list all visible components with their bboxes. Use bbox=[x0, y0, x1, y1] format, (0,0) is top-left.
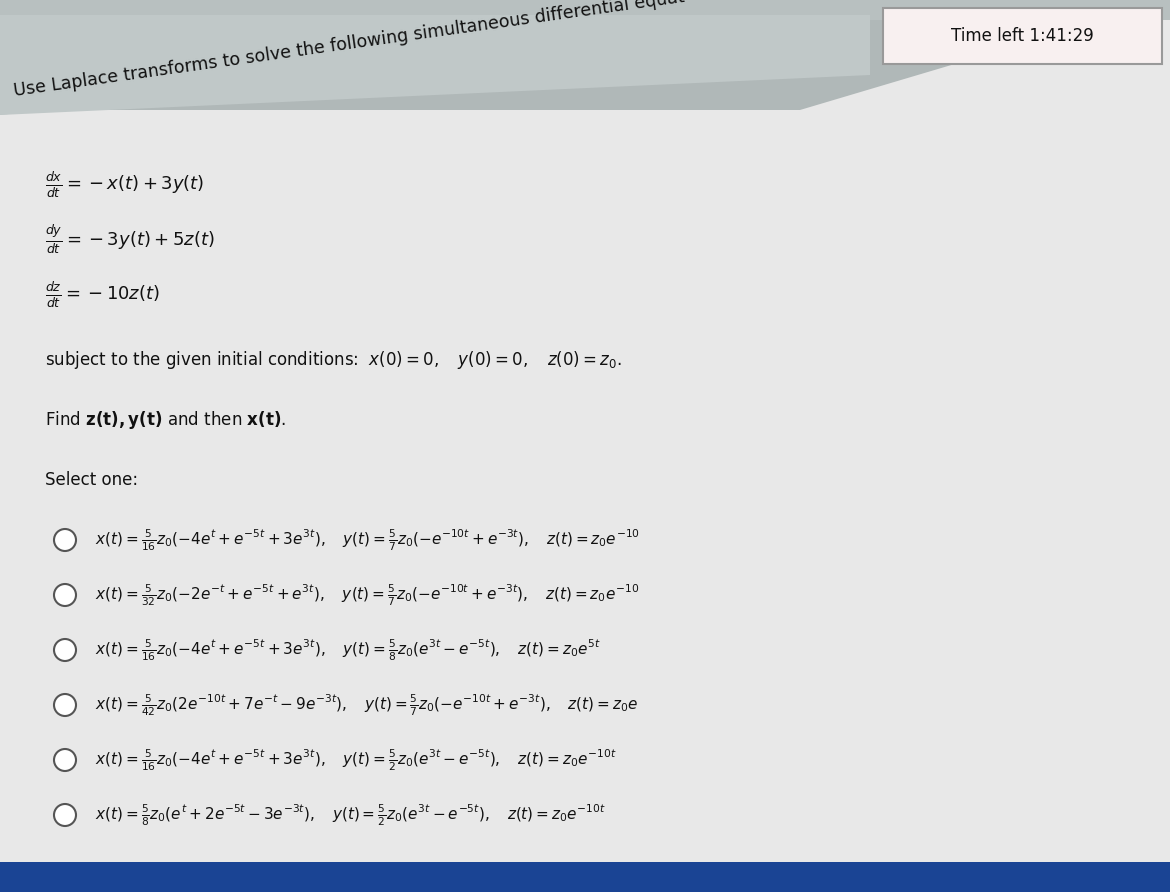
Bar bbox=[0, 862, 1170, 892]
Text: $x(t) = \frac{5}{16}z_0(-4e^{t}+e^{-5t}+3e^{3t}), \quad y(t) = \frac{5}{8}z_0(e^: $x(t) = \frac{5}{16}z_0(-4e^{t}+e^{-5t}+… bbox=[95, 637, 601, 663]
Text: Select one:: Select one: bbox=[44, 471, 138, 489]
FancyBboxPatch shape bbox=[883, 8, 1162, 64]
Text: Use Laplace transforms to solve the following simultaneous differential equat: Use Laplace transforms to solve the foll… bbox=[13, 0, 686, 100]
Text: $\frac{dy}{dt} = -3y(t) + 5z(t)$: $\frac{dy}{dt} = -3y(t) + 5z(t)$ bbox=[44, 224, 214, 256]
Polygon shape bbox=[0, 15, 870, 115]
Text: $x(t) = \frac{5}{32}z_0(-2e^{-t}+e^{-5t}+e^{3t}), \quad y(t) = \frac{5}{7}z_0(-e: $x(t) = \frac{5}{32}z_0(-2e^{-t}+e^{-5t}… bbox=[95, 582, 639, 607]
Polygon shape bbox=[0, 0, 1170, 110]
Circle shape bbox=[54, 639, 76, 661]
Text: $\frac{dx}{dt} = -x(t) + 3y(t)$: $\frac{dx}{dt} = -x(t) + 3y(t)$ bbox=[44, 170, 205, 200]
Circle shape bbox=[54, 529, 76, 551]
Text: $x(t) = \frac{5}{8}z_0(e^{t}+2e^{-5t}-3e^{-3t}), \quad y(t) = \frac{5}{2}z_0(e^{: $x(t) = \frac{5}{8}z_0(e^{t}+2e^{-5t}-3e… bbox=[95, 802, 606, 828]
Text: $x(t) = \frac{5}{42}z_0(2e^{-10t}+7e^{-t}-9e^{-3t}), \quad y(t) = \frac{5}{7}z_0: $x(t) = \frac{5}{42}z_0(2e^{-10t}+7e^{-t… bbox=[95, 692, 639, 718]
Text: $x(t) = \frac{5}{16}z_0(-4e^{t}+e^{-5t}+3e^{3t}), \quad y(t) = \frac{5}{2}z_0(e^: $x(t) = \frac{5}{16}z_0(-4e^{t}+e^{-5t}+… bbox=[95, 747, 617, 772]
Text: subject to the given initial conditions:  $x(0) = 0, \quad y(0) = 0, \quad z(0) : subject to the given initial conditions:… bbox=[44, 349, 621, 371]
Text: Find $\mathbf{z(t), y(t)}$ and then $\mathbf{x(t)}$.: Find $\mathbf{z(t), y(t)}$ and then $\ma… bbox=[44, 409, 287, 431]
Polygon shape bbox=[0, 0, 1170, 115]
Text: $\frac{dz}{dt} = -10z(t)$: $\frac{dz}{dt} = -10z(t)$ bbox=[44, 280, 160, 310]
Text: $x(t) = \frac{5}{16}z_0(-4e^{t}+e^{-5t}+3e^{3t}), \quad y(t) = \frac{5}{7}z_0(-e: $x(t) = \frac{5}{16}z_0(-4e^{t}+e^{-5t}+… bbox=[95, 527, 640, 553]
Circle shape bbox=[54, 584, 76, 606]
Circle shape bbox=[54, 804, 76, 826]
Circle shape bbox=[54, 749, 76, 771]
Text: Time left 1:41:29: Time left 1:41:29 bbox=[951, 27, 1094, 45]
Circle shape bbox=[54, 694, 76, 716]
